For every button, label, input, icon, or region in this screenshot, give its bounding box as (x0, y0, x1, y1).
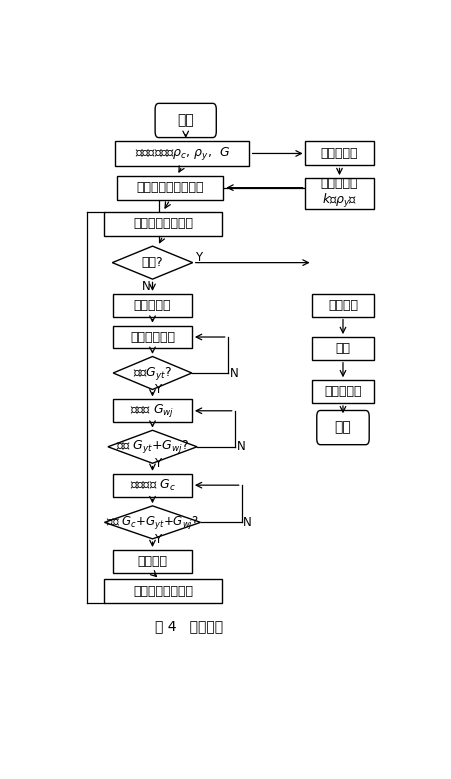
Text: 加入水泥 $G_c$: 加入水泥 $G_c$ (129, 478, 175, 493)
Bar (105, 580, 221, 603)
Bar (305, 178, 373, 210)
FancyBboxPatch shape (317, 411, 369, 445)
Text: 暂停?: 暂停? (142, 256, 163, 269)
Bar (117, 175, 223, 199)
Polygon shape (112, 246, 193, 279)
Text: Y: Y (154, 533, 161, 545)
Bar (115, 141, 249, 166)
Text: 确认基本量：$\rho_c$, $\rho_y$,  $G$: 确认基本量：$\rho_c$, $\rho_y$, $G$ (134, 145, 230, 162)
Text: 延时制浆: 延时制浆 (138, 555, 167, 568)
Text: Y: Y (154, 457, 161, 470)
Bar (113, 550, 192, 573)
Text: 确定或输入
$k$和$\rho_y$值: 确定或输入 $k$和$\rho_y$值 (321, 177, 358, 210)
Bar (105, 212, 221, 235)
Bar (113, 294, 192, 316)
Text: 排浆不大于设定值: 排浆不大于设定值 (133, 585, 193, 597)
Bar (113, 474, 192, 496)
Bar (313, 380, 373, 403)
Text: 制浆机停止: 制浆机停止 (324, 385, 362, 398)
Bar (305, 142, 373, 165)
Text: 开始: 开始 (177, 114, 194, 128)
Text: 传感器计零: 传感器计零 (134, 298, 171, 312)
Text: 加入黏土原浆: 加入黏土原浆 (130, 330, 175, 344)
Text: 选择自动或手动操作: 选择自动或手动操作 (136, 182, 204, 194)
Text: 等于 $G_c$+$G_{yt}$+$G_{wj}$?: 等于 $G_c$+$G_{yt}$+$G_{wj}$? (106, 514, 199, 530)
Text: N: N (142, 280, 150, 293)
Text: N: N (230, 366, 238, 379)
Text: 清洗: 清洗 (336, 342, 350, 355)
Text: N: N (236, 440, 245, 453)
Text: Y: Y (195, 252, 202, 264)
Text: 结束: 结束 (335, 421, 351, 435)
Text: N: N (244, 516, 252, 529)
Polygon shape (113, 357, 192, 390)
Text: 等于$G_{yt}$?: 等于$G_{yt}$? (133, 365, 172, 382)
Polygon shape (108, 430, 197, 464)
Text: 制浆机排浆阀关闭: 制浆机排浆阀关闭 (133, 217, 193, 230)
Text: 图 4   软件流程: 图 4 软件流程 (155, 619, 223, 633)
Bar (313, 294, 373, 316)
Text: 制浆机启动: 制浆机启动 (321, 147, 358, 160)
Bar (313, 337, 373, 360)
Text: 手动操作: 手动操作 (328, 298, 358, 312)
FancyBboxPatch shape (155, 104, 216, 138)
Text: Y: Y (154, 383, 161, 397)
Polygon shape (105, 506, 201, 539)
Bar (113, 400, 192, 422)
Text: 等于 $G_{yt}$+$G_{wj}$?: 等于 $G_{yt}$+$G_{wj}$? (116, 439, 189, 455)
Bar (113, 326, 192, 348)
Text: 加入水 $G_{wj}$: 加入水 $G_{wj}$ (130, 402, 175, 419)
